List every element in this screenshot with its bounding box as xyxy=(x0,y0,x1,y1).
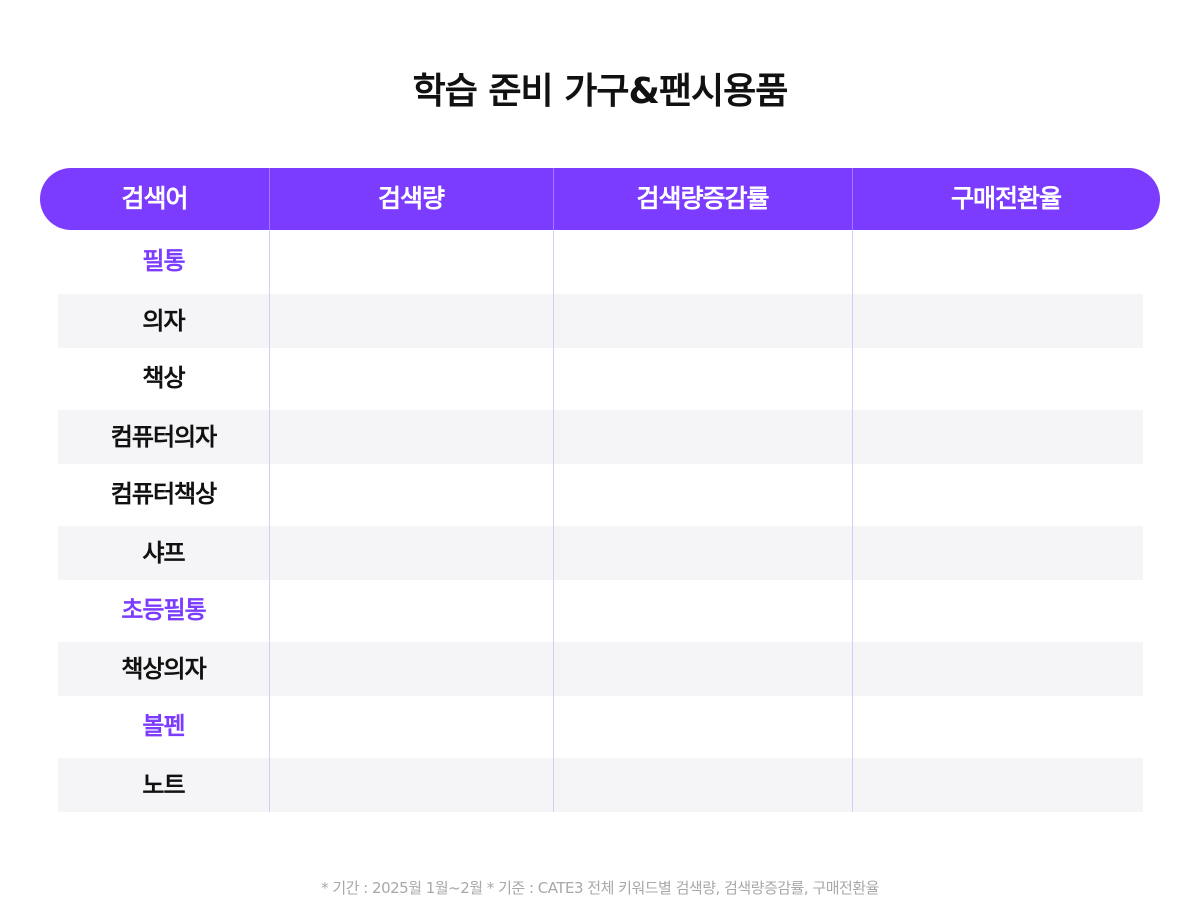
header-divider xyxy=(852,168,853,230)
header-keyword: 검색어 xyxy=(121,184,188,213)
table-row: 책상 xyxy=(58,351,1143,405)
row-keyword: 볼펜 xyxy=(142,712,185,740)
column-divider xyxy=(852,230,853,812)
column-divider xyxy=(269,230,270,812)
table-row: 컴퓨터책상 xyxy=(58,467,1143,521)
table-header: 검색어 검색량 검색량증감률 구매전환율 xyxy=(40,168,1160,230)
row-keyword: 노트 xyxy=(142,771,185,799)
table-row: 책상의자 xyxy=(58,642,1143,696)
row-keyword: 책상의자 xyxy=(121,655,206,683)
table-row: 컴퓨터의자 xyxy=(58,410,1143,464)
table-row: 노트 xyxy=(58,758,1143,812)
table-row: 필통 xyxy=(58,234,1143,288)
header-divider xyxy=(553,168,554,230)
row-keyword: 필통 xyxy=(142,247,185,275)
row-keyword: 의자 xyxy=(142,307,185,335)
table-row: 초등필통 xyxy=(58,583,1143,637)
header-divider xyxy=(269,168,270,230)
table-row: 샤프 xyxy=(58,526,1143,580)
page-title: 학습 준비 가구&팬시용품 xyxy=(412,71,789,112)
row-keyword: 컴퓨터책상 xyxy=(110,480,217,508)
row-keyword: 초등필통 xyxy=(121,596,206,624)
table-row: 의자 xyxy=(58,294,1143,348)
footnote: * 기간 : 2025월 1월~2월 * 기준 : CATE3 전체 키워드별 … xyxy=(321,879,879,897)
row-keyword: 컴퓨터의자 xyxy=(110,423,217,451)
row-keyword: 샤프 xyxy=(142,539,185,567)
column-divider xyxy=(553,230,554,812)
row-keyword: 책상 xyxy=(142,364,185,392)
header-search-volume: 검색량 xyxy=(377,184,445,213)
header-conversion-rate: 구매전환율 xyxy=(950,184,1062,213)
header-search-growth: 검색량증감률 xyxy=(636,184,769,213)
table-row: 볼펜 xyxy=(58,699,1143,753)
